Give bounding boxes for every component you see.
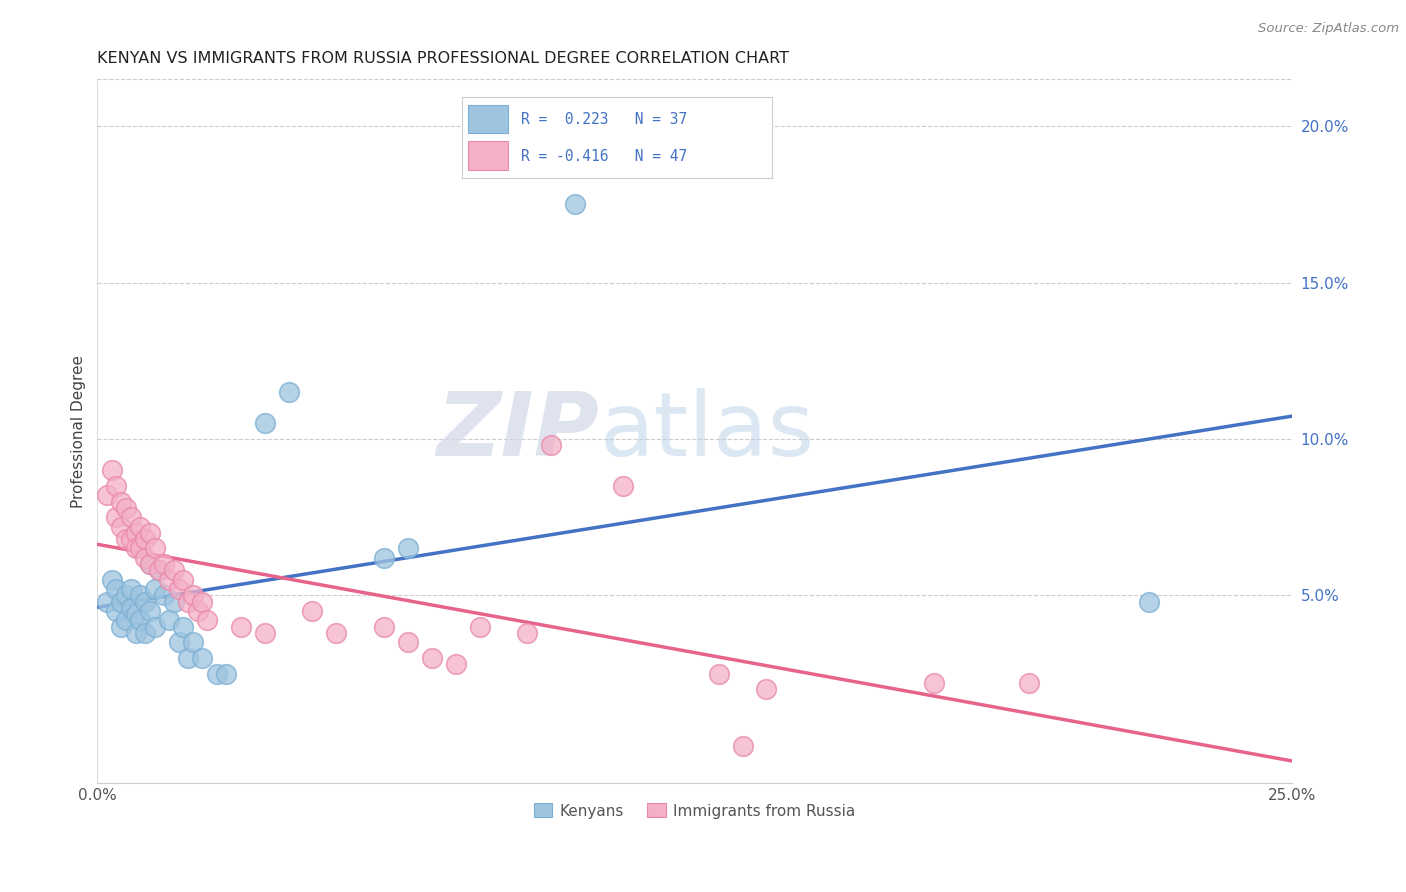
Point [110,494,132,508]
Point [148,563,170,577]
Point [373,550,395,565]
Point [195,614,218,628]
Point [110,594,132,608]
Point [707,666,730,681]
Point [134,550,156,565]
Point [105,510,128,524]
Point [139,604,162,618]
Point [96,594,118,608]
Point [143,541,166,556]
Point [124,626,146,640]
Point [163,594,186,608]
Point [191,651,214,665]
Point [120,582,142,596]
Point [444,657,467,672]
Point [516,626,538,640]
Point [191,594,214,608]
Point [110,519,132,533]
Legend: Kenyans, Immigrants from Russia: Kenyans, Immigrants from Russia [527,797,862,825]
Point [105,604,128,618]
Point [120,532,142,546]
Point [187,604,209,618]
Point [172,573,194,587]
Point [157,614,180,628]
Point [277,385,299,400]
Point [1018,676,1040,690]
Point [120,601,142,615]
Point [148,563,170,577]
Point [253,417,276,431]
Point [177,594,200,608]
Point [420,651,443,665]
Point [153,557,176,571]
Point [124,525,146,540]
Point [115,500,138,515]
Y-axis label: Professional Degree: Professional Degree [72,355,86,508]
Point [143,582,166,596]
Point [139,557,162,571]
Text: ZIP: ZIP [436,388,599,475]
Text: KENYAN VS IMMIGRANTS FROM RUSSIA PROFESSIONAL DEGREE CORRELATION CHART: KENYAN VS IMMIGRANTS FROM RUSSIA PROFESS… [97,51,789,66]
Point [1137,594,1160,608]
Point [124,607,146,622]
Point [172,620,194,634]
Point [157,573,180,587]
Point [134,626,156,640]
Point [134,594,156,608]
Point [396,541,419,556]
Point [301,604,323,618]
Point [181,635,204,649]
Point [163,563,186,577]
Point [129,588,152,602]
Point [253,626,276,640]
Point [129,614,152,628]
Point [177,651,200,665]
Point [129,519,152,533]
Point [139,557,162,571]
Point [540,438,562,452]
Point [373,620,395,634]
Point [564,197,586,211]
Point [105,479,128,493]
Point [110,620,132,634]
Point [100,463,122,477]
Point [922,676,945,690]
Point [153,588,176,602]
Point [215,666,238,681]
Point [105,582,128,596]
Point [755,682,778,697]
Point [139,525,162,540]
Point [468,620,491,634]
Point [96,488,118,502]
Point [134,532,156,546]
Point [143,620,166,634]
Point [100,573,122,587]
Point [115,532,138,546]
Point [115,614,138,628]
Point [115,588,138,602]
Point [205,666,228,681]
Point [167,635,190,649]
Point [181,588,204,602]
Point [396,635,419,649]
Point [167,582,190,596]
Point [229,620,252,634]
Text: Source: ZipAtlas.com: Source: ZipAtlas.com [1258,22,1399,36]
Point [129,541,152,556]
Point [325,626,347,640]
Text: atlas: atlas [599,388,814,475]
Point [124,541,146,556]
Point [120,510,142,524]
Point [612,479,634,493]
Point [731,739,754,753]
